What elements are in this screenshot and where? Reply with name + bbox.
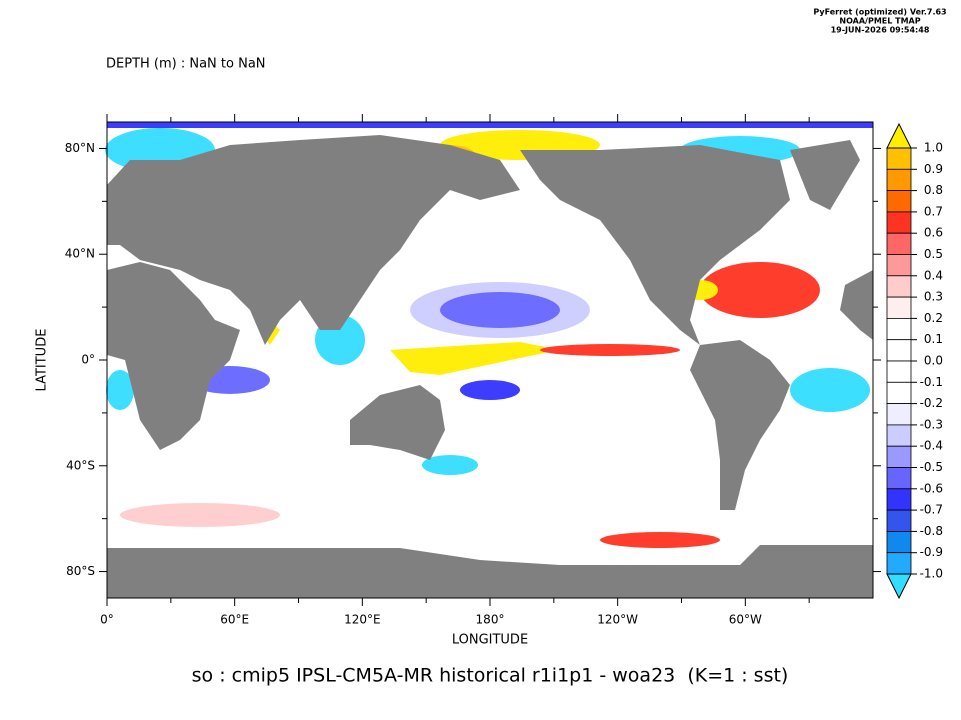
- colorbar-label: -0.9: [920, 545, 943, 559]
- field-patch: [120, 503, 280, 527]
- colorbar-label: -0.8: [920, 524, 943, 538]
- colorbar-label: 0.0: [924, 354, 943, 368]
- colorbar-label: 0.3: [924, 290, 943, 304]
- colorbar-bin: [886, 211, 912, 234]
- colorbar-label: -0.2: [920, 396, 943, 410]
- colorbar-label: 0.5: [924, 247, 943, 261]
- field-patch: [600, 532, 720, 548]
- colorbar-bin: [886, 317, 912, 341]
- field-patch: [460, 380, 520, 400]
- land-mass: [107, 135, 520, 345]
- x-tick-label: 60°W: [729, 613, 762, 627]
- colorbar-bin: [886, 232, 912, 255]
- colorbar-bin: [886, 424, 912, 447]
- y-tick-label: 80°N: [65, 141, 95, 155]
- plot-title: DEPTH (m) : NaN to NaN: [106, 57, 266, 72]
- colorbar-label: -0.5: [920, 460, 943, 474]
- colorbar-label: -0.4: [920, 439, 943, 453]
- y-tick-label: 80°S: [66, 564, 95, 578]
- x-tick-label: 180°: [476, 613, 505, 627]
- y-tick-label: 0°: [81, 353, 95, 367]
- map-area: [105, 121, 874, 599]
- caption: so : cmip5 IPSL-CM5A-MR historical r1i1p…: [192, 665, 789, 687]
- y-tick-label: 40°N: [65, 247, 95, 261]
- x-tick-label: 60°E: [220, 613, 249, 627]
- colorbar-bin: [886, 254, 912, 277]
- land-mass: [107, 262, 240, 450]
- colorbar-under: [886, 573, 912, 600]
- colorbar-bin: [886, 296, 912, 319]
- field-patch: [107, 122, 873, 128]
- field-patch: [700, 262, 820, 318]
- land-mass: [840, 270, 873, 340]
- colorbar-bin: [886, 531, 912, 554]
- colorbar-bin: [886, 509, 912, 532]
- colorbar-bin: [886, 381, 912, 404]
- land-mass: [107, 545, 873, 598]
- colorbar-label: 0.1: [924, 332, 943, 346]
- colorbar-bin: [886, 190, 912, 213]
- field-patch: [422, 455, 478, 475]
- y-tick-label: 40°S: [66, 458, 95, 472]
- field-patch: [540, 344, 680, 356]
- field-patch: [390, 342, 560, 375]
- header-line: PyFerret (optimized) Ver.7.63: [813, 8, 946, 17]
- land-mass: [790, 140, 860, 210]
- colorbar-label: -0.3: [920, 417, 943, 431]
- colorbar-label: 0.7: [924, 204, 943, 218]
- land-mass: [350, 385, 445, 460]
- colorbar-over: [886, 122, 912, 149]
- colorbar-label: 0.2: [924, 311, 943, 325]
- colorbar-bin: [886, 275, 912, 298]
- colorbar-label: -0.6: [920, 481, 943, 495]
- colorbar-label: -0.7: [920, 503, 943, 517]
- header-line: 19-JUN-2026 09:54:48: [831, 26, 930, 35]
- y-axis-label: LATITUDE: [35, 329, 50, 392]
- colorbar-bin: [886, 403, 912, 426]
- field-patches: [105, 122, 873, 548]
- colorbar-label: 0.4: [924, 268, 943, 282]
- land-mass: [690, 340, 790, 510]
- colorbar-label: 0.6: [924, 226, 943, 240]
- colorbar-bin: [886, 168, 912, 192]
- x-tick-label: 0°: [100, 613, 114, 627]
- colorbar-bin: [886, 467, 912, 490]
- x-tick-label: 120°E: [344, 613, 381, 627]
- field-patch: [106, 370, 134, 410]
- colorbar-label: -0.1: [920, 375, 943, 389]
- header-line: NOAA/PMEL TMAP: [839, 17, 920, 26]
- colorbar-label: 1.0: [924, 141, 943, 155]
- x-axis-label: LONGITUDE: [452, 633, 528, 648]
- colorbar-label: -1.0: [920, 567, 943, 581]
- x-tick-label: 120°W: [597, 613, 638, 627]
- colorbar-bin: [886, 339, 912, 362]
- colorbar-label: 0.8: [924, 183, 943, 197]
- colorbar-bin: [886, 488, 912, 511]
- land: [107, 135, 873, 598]
- colorbar-label: 0.9: [924, 162, 943, 176]
- land-mass: [520, 145, 790, 345]
- colorbar-bin: [886, 360, 912, 383]
- colorbar-bin: [886, 445, 912, 468]
- colorbar-bin: [886, 552, 912, 575]
- field-patch: [790, 368, 870, 412]
- field-patch: [440, 292, 560, 328]
- field-patch: [410, 282, 590, 338]
- colorbar-bin: [886, 147, 912, 170]
